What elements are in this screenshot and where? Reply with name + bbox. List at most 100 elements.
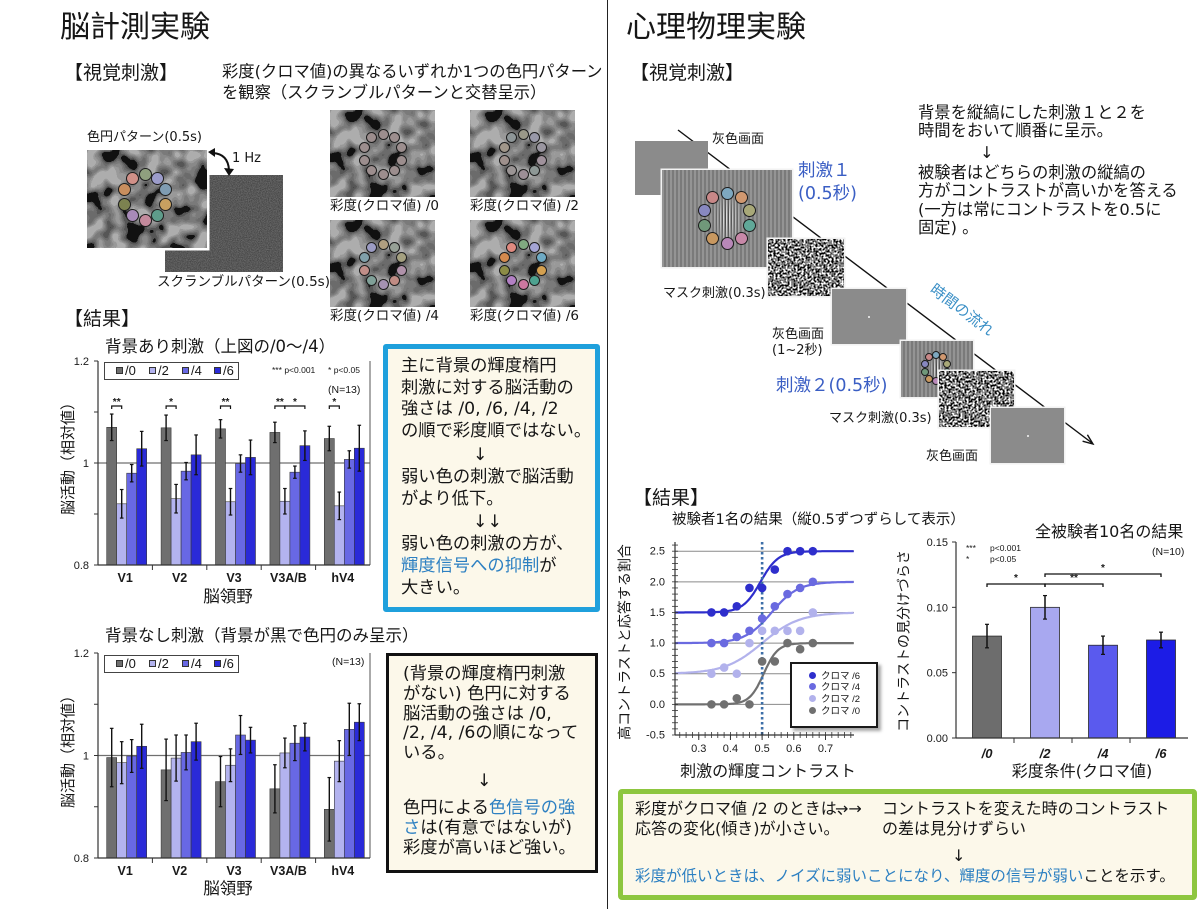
color-circle	[920, 359, 929, 368]
data-point	[732, 632, 742, 642]
text-segment: ↓	[477, 770, 492, 791]
data-point	[795, 626, 805, 636]
color-circle	[506, 164, 518, 176]
legend-dot	[809, 683, 816, 690]
significance-label: *	[1014, 573, 1018, 584]
color-circle	[528, 132, 540, 144]
category-label: /4	[1097, 746, 1110, 761]
text-segment: 固定) 。	[918, 218, 979, 238]
color-circle-ring	[330, 220, 435, 307]
color-circle	[159, 183, 173, 197]
color-circle	[943, 359, 952, 368]
text-segment: 彩度が高いほど強い。	[403, 837, 576, 858]
text-line: 脳活動の強さは /0,	[403, 704, 595, 725]
chroma-example-label-2: 彩度(クロマ値) /2	[470, 198, 579, 214]
text-segment: 色円による	[403, 797, 489, 818]
legend-label: /0	[125, 363, 136, 378]
data-point	[783, 589, 792, 599]
data-point	[757, 626, 767, 636]
sample-size: (N=10)	[1152, 546, 1185, 558]
color-circle	[377, 278, 389, 290]
category-label: hV4	[331, 864, 354, 878]
bar	[1088, 644, 1118, 739]
color-circle	[396, 154, 408, 166]
gray-screen-last	[991, 408, 1064, 463]
legend-entry: クロマ /2	[809, 694, 860, 706]
legend-entry: クロマ /6	[809, 671, 860, 683]
category-label: V3A/B	[270, 571, 307, 585]
significance-bracket	[165, 405, 177, 409]
chart-title: 被験者1名の結果（縦0.5ずつずらして表示）	[672, 512, 965, 528]
color-circle	[388, 164, 400, 176]
text-segment: 弱い色の刺激の方が、	[401, 534, 574, 555]
color-circle	[536, 252, 548, 264]
data-point	[783, 626, 792, 636]
category-label: V1	[118, 864, 133, 878]
text-segment: 刺激に対する脳活動の	[401, 377, 574, 398]
stimulus-2-label: 刺激２(0.5秒)	[776, 376, 888, 396]
legend-entry: クロマ /0	[809, 706, 860, 718]
gray-screen-interval	[832, 289, 906, 344]
x-tick-label: 0.3	[691, 743, 706, 755]
significance-bracket	[986, 583, 1046, 587]
mask-1-image	[768, 239, 844, 296]
text-line: 刺激に対する脳活動の	[401, 378, 595, 400]
legend-entry: /4	[182, 363, 202, 379]
significance-bracket	[1044, 583, 1104, 587]
color-circle	[506, 132, 518, 144]
legend-dot	[809, 695, 816, 702]
stimulus-1-image	[662, 170, 792, 267]
color-circle	[506, 274, 518, 286]
data-point	[795, 644, 805, 654]
category-label: /2	[1039, 746, 1052, 761]
color-circle	[517, 128, 529, 140]
x-axis-label: 脳領野	[203, 587, 253, 607]
bar	[972, 635, 1002, 739]
conclusion-left-line-1: 彩度がクロマ値 /2 のときは、	[635, 799, 853, 818]
alternation-rate: 1 Hz	[232, 151, 262, 166]
psychophysics-stimulus-heading: 【視覚刺激】	[630, 62, 745, 84]
color-circle	[734, 231, 748, 245]
legend-swatch	[214, 660, 221, 667]
category-label: V3	[226, 864, 241, 878]
color-circle	[697, 203, 711, 217]
text-segment: 大きい。	[401, 577, 471, 598]
significance-key: *** p<0.001	[272, 365, 315, 375]
data-point	[808, 638, 818, 648]
legend-label: /2	[158, 656, 169, 671]
significance-label: **	[276, 397, 284, 408]
stimulus-1-duration: (0.5秒)	[798, 184, 857, 204]
text-segment: いる。	[403, 743, 455, 764]
color-circle	[138, 167, 152, 181]
data-point	[719, 638, 729, 648]
color-circle	[498, 154, 510, 166]
chart-title: 全被験者10名の結果	[1035, 522, 1184, 541]
stimulus-1-label: 刺激１	[798, 161, 851, 181]
legend-dot	[809, 707, 816, 714]
sig-text: p<0.001	[284, 365, 316, 375]
highlighted-text: さ	[403, 817, 421, 838]
sig-symbol: ***	[272, 365, 282, 375]
y-tick-label: 1	[83, 458, 89, 470]
x-axis-label: 彩度条件(クロマ値)	[1011, 761, 1153, 781]
chart-title: 背景なし刺激（背景が黒で色円のみ呈示）	[105, 626, 419, 645]
text-segment: 強さは /0, /6, /4, /2	[401, 399, 559, 420]
data-point	[795, 546, 805, 556]
y-tick-label: 2.0	[650, 576, 665, 588]
data-point	[757, 657, 767, 666]
data-point	[745, 638, 754, 648]
data-point	[783, 638, 792, 648]
mask-2-label: マスク刺激(0.3s)	[829, 411, 932, 426]
legend-entry: /2	[149, 363, 169, 379]
fit-curve	[674, 611, 854, 675]
down-arrow-icon: ↓	[918, 141, 1178, 164]
chroma-example-2	[470, 110, 575, 197]
y-tick-label: 1.5	[650, 607, 665, 619]
legend-label: クロマ /2	[821, 694, 861, 705]
color-pattern-image	[87, 150, 207, 248]
text-segment: 被験者はどちらの刺激の縦縞の	[918, 162, 1146, 182]
significance-label: **	[1070, 573, 1078, 584]
y-tick-label: 1.2	[74, 356, 89, 368]
y-tick-label: 0.00	[927, 733, 948, 745]
